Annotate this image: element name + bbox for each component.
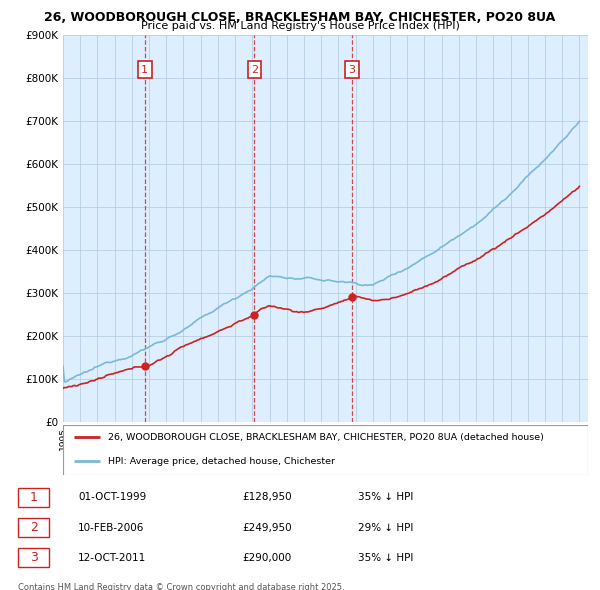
Text: 2: 2	[251, 65, 258, 75]
Text: 01-OCT-1999: 01-OCT-1999	[78, 493, 146, 503]
Text: HPI: Average price, detached house, Chichester: HPI: Average price, detached house, Chic…	[107, 457, 335, 466]
Text: 2: 2	[29, 521, 38, 534]
Text: £128,950: £128,950	[242, 493, 292, 503]
Text: Contains HM Land Registry data © Crown copyright and database right 2025.
This d: Contains HM Land Registry data © Crown c…	[18, 583, 344, 590]
Text: 1: 1	[141, 65, 148, 75]
Text: 35% ↓ HPI: 35% ↓ HPI	[358, 493, 413, 503]
Text: 1: 1	[29, 491, 38, 504]
Text: 35% ↓ HPI: 35% ↓ HPI	[358, 553, 413, 563]
Text: 3: 3	[29, 551, 38, 564]
Text: 3: 3	[349, 65, 356, 75]
Text: £290,000: £290,000	[242, 553, 292, 563]
FancyBboxPatch shape	[18, 488, 49, 507]
Text: 26, WOODBOROUGH CLOSE, BRACKLESHAM BAY, CHICHESTER, PO20 8UA: 26, WOODBOROUGH CLOSE, BRACKLESHAM BAY, …	[44, 11, 556, 24]
Text: £249,950: £249,950	[242, 523, 292, 533]
Text: 26, WOODBOROUGH CLOSE, BRACKLESHAM BAY, CHICHESTER, PO20 8UA (detached house): 26, WOODBOROUGH CLOSE, BRACKLESHAM BAY, …	[107, 433, 544, 442]
Text: 10-FEB-2006: 10-FEB-2006	[78, 523, 145, 533]
FancyBboxPatch shape	[18, 518, 49, 537]
FancyBboxPatch shape	[18, 548, 49, 568]
Text: 29% ↓ HPI: 29% ↓ HPI	[358, 523, 413, 533]
FancyBboxPatch shape	[63, 425, 588, 475]
Text: 12-OCT-2011: 12-OCT-2011	[78, 553, 146, 563]
Text: Price paid vs. HM Land Registry's House Price Index (HPI): Price paid vs. HM Land Registry's House …	[140, 21, 460, 31]
